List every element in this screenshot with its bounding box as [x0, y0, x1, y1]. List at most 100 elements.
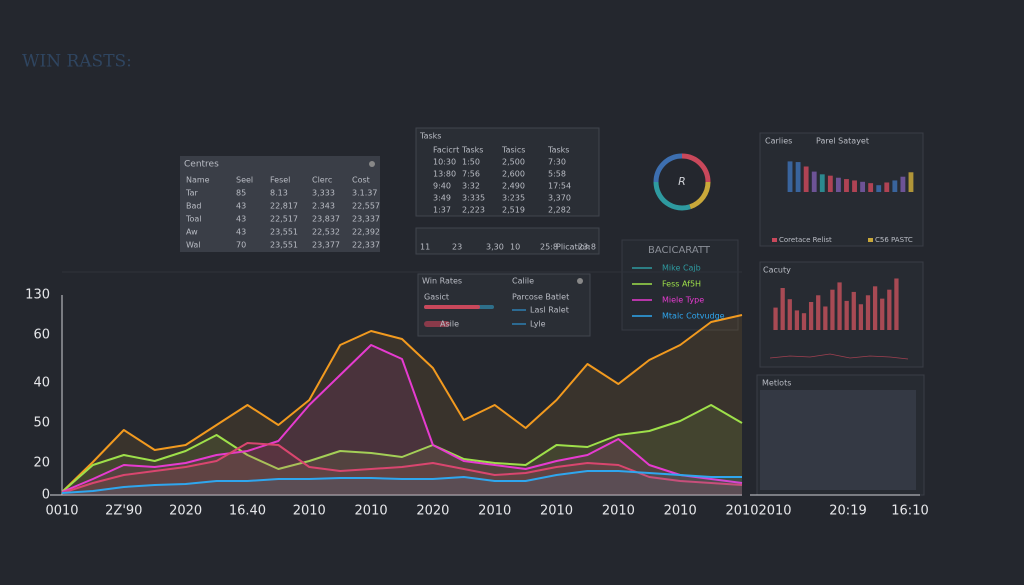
table-cell: 3:32	[462, 182, 480, 191]
bar	[876, 185, 882, 192]
strip-cell: 3,30	[486, 243, 504, 252]
legend-swatch	[868, 238, 873, 242]
row-label: Parcose Batlet	[512, 293, 569, 302]
bar	[803, 166, 809, 192]
bar	[819, 174, 825, 192]
legend-label: Coretace Relist	[779, 236, 832, 244]
bar	[787, 299, 792, 330]
table-cell: 23,551	[270, 228, 298, 237]
x-tick-label: 2020	[416, 504, 449, 519]
strip-cell: Plication	[556, 243, 590, 252]
x-tick-label: 2010	[478, 504, 511, 519]
x-tick-label: 2Z'90	[105, 504, 142, 519]
table-cell: 22,392	[352, 228, 380, 237]
table-cell: 7:56	[462, 170, 480, 179]
metlots-plot	[760, 390, 916, 490]
x-tick-label: 20:19	[829, 504, 866, 519]
table-cell: 7:30	[548, 158, 566, 167]
table-cell: 22,517	[270, 215, 298, 224]
table-header: Cost	[352, 176, 370, 185]
legend-swatch	[772, 238, 777, 242]
table-cell: 3.1.37	[352, 189, 377, 198]
table-cell: Wal	[186, 241, 201, 250]
table-cell: 2,500	[502, 158, 525, 167]
table-cell: 2,490	[502, 182, 525, 191]
y-tick-label: 60	[33, 328, 50, 343]
table-cell: 8.13	[270, 189, 288, 198]
y-tick-label: 0	[42, 488, 50, 503]
table-cell: 3:49	[433, 194, 451, 203]
sparkline	[769, 353, 909, 360]
table-cell: 23,837	[312, 215, 340, 224]
legend-label: Miele Type	[662, 296, 704, 305]
x-tick-label: 2010	[602, 504, 635, 519]
panel-icon	[369, 161, 375, 167]
series-line	[61, 442, 743, 494]
bar	[808, 302, 814, 330]
series-line	[61, 470, 742, 494]
table-header: Name	[186, 176, 210, 185]
table-cell: 3:335	[462, 194, 485, 203]
table-header: Tasics	[501, 146, 525, 155]
bar	[851, 291, 856, 330]
x-tick-label: 2010	[664, 504, 697, 519]
table-cell: 23,551	[270, 241, 298, 250]
x-tick-label: 2010	[293, 504, 326, 519]
table-cell: Aw	[186, 228, 198, 237]
bar	[823, 306, 828, 330]
series-line	[61, 404, 743, 493]
bar	[852, 180, 857, 192]
series-area	[62, 345, 742, 495]
rate-bar	[424, 305, 480, 309]
table-cell: 5:58	[548, 170, 566, 179]
tasks-strip	[415, 227, 600, 255]
y-tick-label: 20	[33, 456, 50, 471]
bar	[884, 182, 890, 192]
x-tick-label: 2010	[540, 504, 573, 519]
table-cell: 2,282	[548, 206, 571, 215]
table-cell: 23,377	[312, 241, 340, 250]
table-cell: 3:235	[502, 194, 525, 203]
strip-cell: 10	[510, 243, 520, 252]
x-tick-label: 2010	[355, 504, 388, 519]
page-title: WIN RASTS:	[22, 52, 132, 72]
bar	[892, 180, 898, 192]
bar	[827, 175, 833, 192]
x-tick-label: 2010	[725, 504, 758, 519]
table-cell: Tar	[185, 189, 198, 198]
table-cell: 43	[236, 215, 246, 224]
panel-subtitle: Parel Satayet	[816, 137, 869, 146]
bar	[835, 177, 841, 192]
donut-segment	[681, 153, 711, 183]
table-cell: 22,817	[270, 202, 298, 211]
table-header: Fesel	[270, 176, 290, 185]
legend-label: C56 PASTC	[875, 236, 913, 244]
bar	[795, 162, 801, 192]
bar	[837, 282, 842, 330]
table-cell: 9:40	[433, 182, 451, 191]
panel-title: Win Rates	[422, 277, 462, 286]
table-header: Facicrt	[433, 146, 459, 155]
bar	[773, 307, 778, 330]
legend-label: Fess Af5H	[662, 280, 701, 289]
bar	[794, 310, 800, 330]
bar	[872, 286, 878, 330]
bar	[801, 313, 807, 330]
bar	[887, 289, 892, 330]
bar	[865, 295, 871, 330]
table-cell: 17:54	[548, 182, 571, 191]
table-cell: 2,600	[502, 170, 525, 179]
table-cell: 43	[236, 202, 246, 211]
series-area	[62, 315, 742, 495]
x-tick-label: 2020	[169, 504, 202, 519]
tasks-panel	[415, 127, 600, 217]
table-cell: 13:80	[433, 170, 456, 179]
bar	[780, 288, 785, 330]
table-cell: Bad	[186, 202, 201, 211]
x-tick-label: 16:10	[891, 504, 928, 519]
row-label: Asile	[440, 320, 459, 329]
donut-segment	[653, 181, 691, 211]
bar	[816, 295, 821, 330]
bar	[894, 278, 899, 330]
table-header: Tasks	[461, 146, 483, 155]
